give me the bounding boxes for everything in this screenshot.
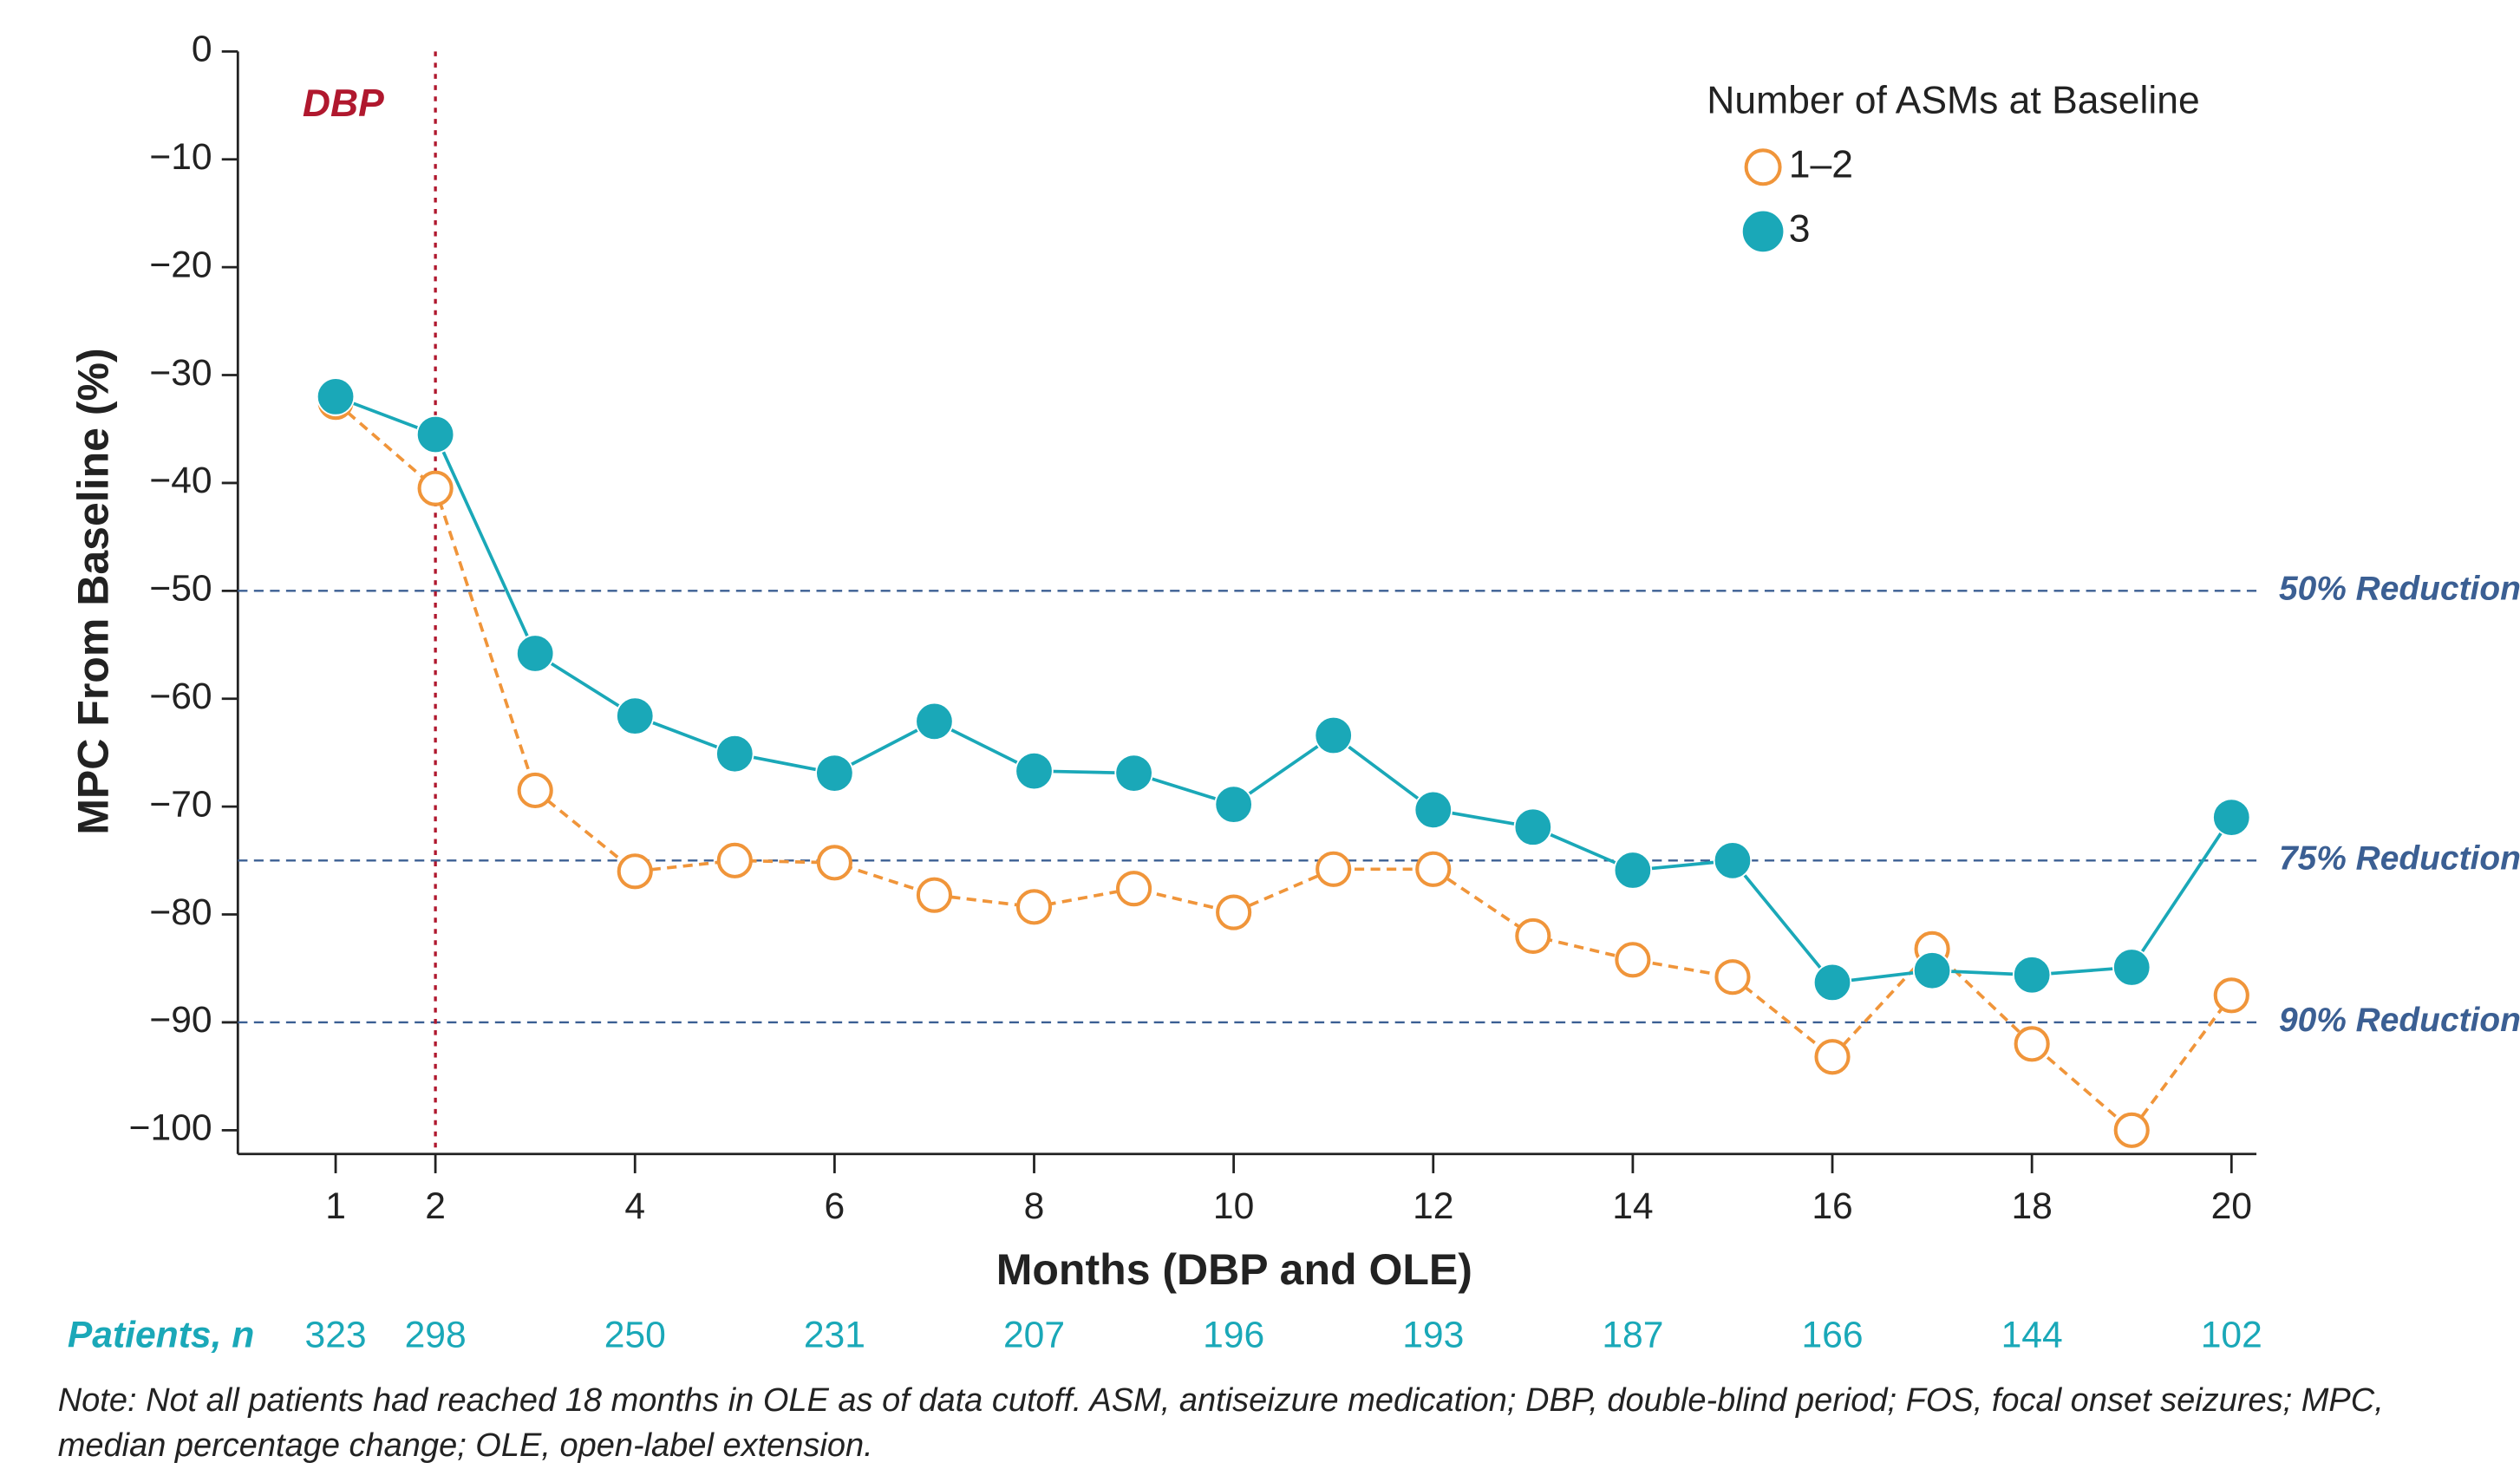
data-point	[1714, 959, 1751, 996]
data-point	[816, 845, 852, 881]
x-tick-label: 4	[624, 1185, 645, 1227]
reference-label: 75% Reduction	[2279, 840, 2520, 878]
x-tick-label: 2	[425, 1185, 446, 1227]
y-tick-label: −40	[149, 460, 212, 501]
data-point	[1216, 894, 1252, 930]
y-tick-label: −100	[129, 1107, 212, 1149]
reference-label: 90% Reduction	[2279, 1002, 2520, 1039]
data-point	[316, 377, 356, 416]
patients-count: 207	[1003, 1314, 1065, 1355]
data-point	[1413, 790, 1453, 830]
x-axis-label: Months (DBP and OLE)	[996, 1245, 1472, 1294]
data-point	[1812, 963, 1852, 1002]
data-point	[1015, 751, 1054, 791]
data-point	[1912, 950, 1952, 990]
reference-label: 50% Reduction	[2279, 571, 2520, 608]
y-tick-label: −50	[149, 568, 212, 610]
period-label: DBP	[303, 82, 384, 125]
patients-count: 298	[405, 1314, 467, 1355]
patients-count: 144	[2001, 1314, 2063, 1355]
patients-count: 193	[1402, 1314, 1464, 1355]
data-point	[515, 634, 555, 673]
patients-count: 231	[804, 1314, 865, 1355]
y-axis-label: MPC From Baseline (%)	[69, 348, 117, 834]
y-tick-label: −30	[149, 352, 212, 394]
patients-count: 166	[1801, 1314, 1863, 1355]
patients-count: 102	[2201, 1314, 2262, 1355]
data-point	[517, 772, 553, 809]
x-tick-label: 16	[1812, 1185, 1852, 1227]
legend-marker	[1744, 148, 1782, 186]
data-point	[2113, 1112, 2150, 1148]
data-point	[415, 415, 455, 454]
data-point	[1513, 807, 1553, 847]
data-point	[916, 877, 953, 913]
data-point	[616, 696, 655, 735]
y-tick-label: −90	[149, 999, 212, 1041]
data-point	[915, 702, 954, 741]
data-point	[1615, 942, 1651, 978]
patients-label: Patients, n	[68, 1314, 254, 1355]
y-tick-label: −20	[149, 244, 212, 285]
y-tick-label: −80	[149, 891, 212, 933]
legend-title: Number of ASMs at Baseline	[1707, 79, 2199, 121]
legend-label: 1–2	[1789, 144, 1853, 186]
x-tick-label: 18	[2011, 1185, 2052, 1227]
data-point	[1015, 889, 1053, 925]
patients-count: 187	[1602, 1314, 1663, 1355]
y-tick-label: −70	[149, 783, 212, 825]
x-tick-label: 6	[825, 1185, 845, 1227]
y-tick-label: −60	[149, 676, 212, 717]
data-point	[1315, 851, 1352, 887]
patients-count: 250	[604, 1314, 666, 1355]
patients-count: 323	[305, 1314, 367, 1355]
series-line	[335, 395, 2233, 984]
data-point	[1415, 851, 1452, 887]
series-line	[334, 401, 2233, 1133]
legend-label: 3	[1789, 208, 1811, 251]
x-tick-label: 14	[1612, 1185, 1653, 1227]
data-point	[417, 470, 454, 506]
data-point	[815, 754, 854, 793]
data-point	[1613, 851, 1653, 890]
note-box: Note: Not all patients had reached 18 mo…	[57, 1381, 2384, 1465]
data-point	[1713, 841, 1753, 880]
data-point	[2012, 955, 2052, 995]
data-point	[715, 734, 754, 774]
data-point	[2014, 1026, 2050, 1062]
x-tick-label: 20	[2211, 1185, 2252, 1227]
note: Note: Not all patients had reached 18 mo…	[57, 1381, 2384, 1465]
data-point	[1515, 917, 1551, 954]
data-point	[1214, 785, 1253, 824]
x-tick-label: 10	[1213, 1185, 1254, 1227]
data-point	[1116, 871, 1152, 907]
data-point	[1814, 1039, 1851, 1075]
y-tick-label: −10	[149, 136, 212, 178]
data-point	[2213, 977, 2249, 1014]
y-tick-label: 0	[192, 29, 212, 70]
x-tick-label: 8	[1024, 1185, 1045, 1227]
data-point	[617, 853, 653, 890]
legend-marker	[1742, 211, 1784, 252]
data-point	[1114, 754, 1153, 793]
data-point	[1314, 715, 1353, 755]
x-tick-label: 1	[325, 1185, 346, 1227]
data-point	[716, 842, 753, 878]
data-point	[2212, 798, 2251, 837]
data-point	[2112, 948, 2151, 987]
patients-count: 196	[1203, 1314, 1264, 1355]
x-tick-label: 12	[1413, 1185, 1453, 1227]
